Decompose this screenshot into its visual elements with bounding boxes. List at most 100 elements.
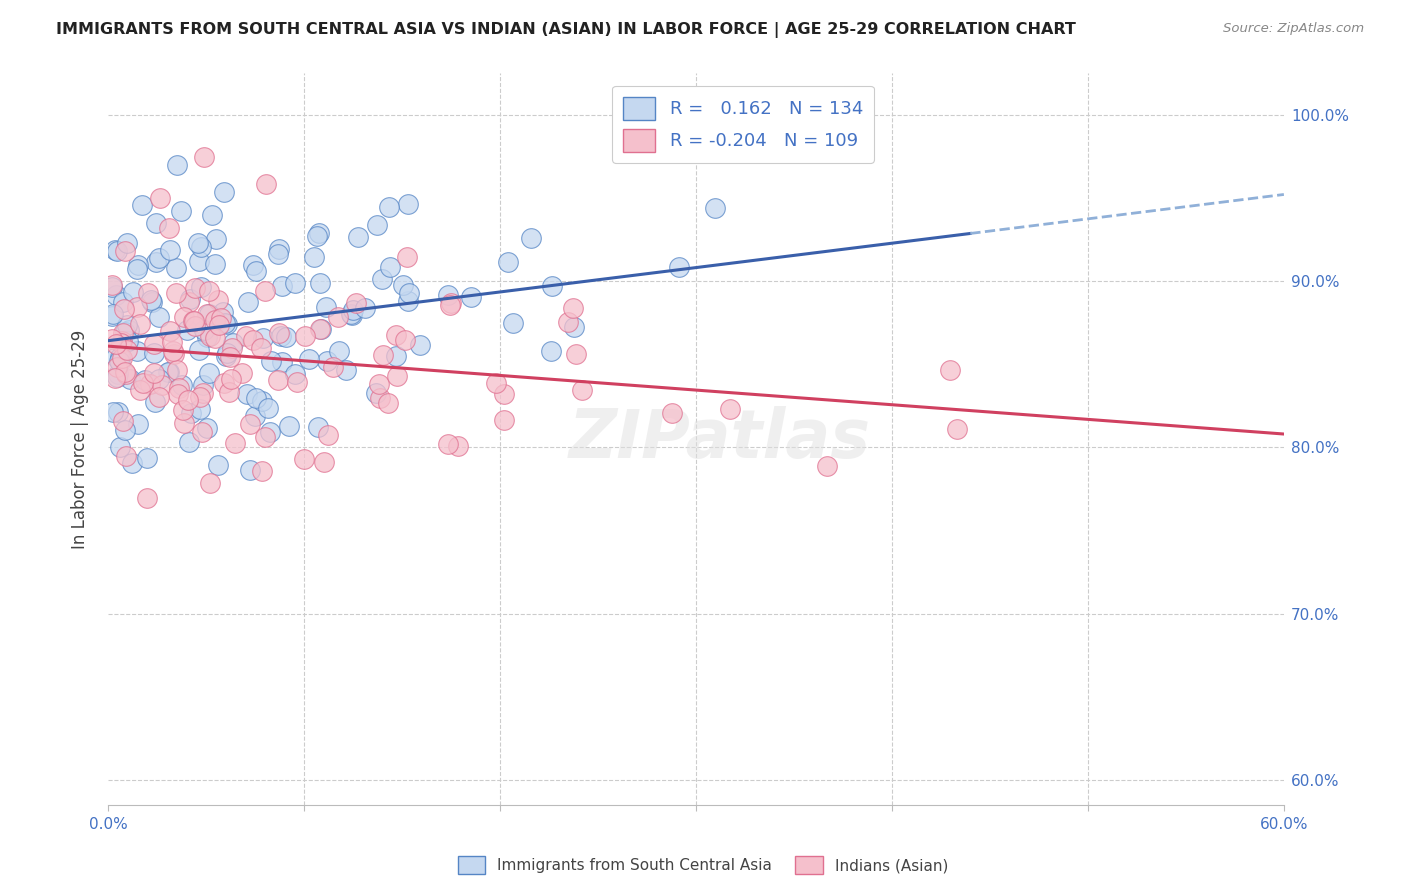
Point xyxy=(207,293,229,308)
Point xyxy=(243,409,266,424)
Point xyxy=(496,254,519,268)
Point xyxy=(180,406,202,420)
Point xyxy=(157,365,180,379)
Point xyxy=(209,318,232,332)
Point xyxy=(302,250,325,264)
Point xyxy=(108,350,131,364)
Point xyxy=(492,413,515,427)
Point xyxy=(136,286,159,301)
Point xyxy=(188,390,211,404)
Point xyxy=(562,301,585,315)
Point xyxy=(110,335,132,350)
Point xyxy=(308,227,330,241)
Point xyxy=(557,315,579,329)
Point xyxy=(322,359,344,374)
Point xyxy=(150,377,173,392)
Point xyxy=(198,366,221,380)
Point xyxy=(183,314,205,328)
Point xyxy=(292,451,315,466)
Point xyxy=(173,416,195,430)
Legend: Immigrants from South Central Asia, Indians (Asian): Immigrants from South Central Asia, Indi… xyxy=(451,850,955,880)
Point xyxy=(190,240,212,254)
Point xyxy=(540,344,562,359)
Point xyxy=(316,353,339,368)
Point xyxy=(239,462,262,476)
Point xyxy=(131,198,153,212)
Point xyxy=(342,303,364,318)
Point xyxy=(118,323,141,337)
Point xyxy=(409,338,432,352)
Point xyxy=(204,257,226,271)
Point xyxy=(145,216,167,230)
Point xyxy=(145,394,167,409)
Point xyxy=(103,405,125,419)
Point xyxy=(111,351,134,365)
Point xyxy=(440,296,463,310)
Point xyxy=(340,308,363,322)
Point xyxy=(344,295,367,310)
Point xyxy=(541,279,564,293)
Point xyxy=(200,329,222,343)
Point xyxy=(148,372,170,386)
Point xyxy=(104,371,127,385)
Text: IMMIGRANTS FROM SOUTH CENTRAL ASIA VS INDIAN (ASIAN) IN LABOR FORCE | AGE 25-29 : IMMIGRANTS FROM SOUTH CENTRAL ASIA VS IN… xyxy=(56,22,1076,38)
Point xyxy=(236,387,259,401)
Point xyxy=(267,373,290,387)
Point xyxy=(661,406,683,420)
Point xyxy=(139,377,162,392)
Point xyxy=(309,276,332,290)
Y-axis label: In Labor Force | Age 25-29: In Labor Force | Age 25-29 xyxy=(72,329,89,549)
Point xyxy=(191,386,214,401)
Point xyxy=(121,285,143,299)
Point xyxy=(190,280,212,294)
Point xyxy=(156,365,179,379)
Point xyxy=(112,294,135,309)
Point xyxy=(172,378,194,392)
Point xyxy=(368,391,391,405)
Point xyxy=(297,352,319,367)
Point xyxy=(252,331,274,345)
Point xyxy=(224,435,246,450)
Point xyxy=(520,231,543,245)
Point xyxy=(260,354,283,368)
Point xyxy=(254,284,277,298)
Point xyxy=(259,425,281,439)
Point xyxy=(395,251,418,265)
Point xyxy=(385,328,408,343)
Point xyxy=(165,285,187,300)
Point xyxy=(114,449,136,463)
Point xyxy=(378,200,401,214)
Point xyxy=(176,392,198,407)
Point xyxy=(136,491,159,506)
Point xyxy=(201,208,224,222)
Point xyxy=(217,317,239,331)
Point xyxy=(250,341,273,355)
Point xyxy=(318,428,340,442)
Point xyxy=(703,201,725,215)
Point xyxy=(378,260,401,274)
Point xyxy=(166,158,188,172)
Point xyxy=(284,368,307,382)
Point xyxy=(148,251,170,265)
Point xyxy=(148,310,170,325)
Point xyxy=(149,191,172,205)
Point xyxy=(250,464,273,478)
Point xyxy=(195,307,218,321)
Point xyxy=(366,385,388,400)
Point xyxy=(157,220,180,235)
Point xyxy=(167,387,190,401)
Point xyxy=(165,260,187,275)
Point xyxy=(371,348,394,362)
Point xyxy=(145,255,167,269)
Point xyxy=(253,430,276,444)
Point xyxy=(114,325,136,339)
Point xyxy=(245,391,267,405)
Point xyxy=(134,373,156,387)
Point xyxy=(385,349,408,363)
Point xyxy=(205,231,228,245)
Point xyxy=(108,440,131,454)
Point xyxy=(101,309,124,323)
Point xyxy=(238,295,260,310)
Point xyxy=(305,228,328,243)
Point xyxy=(105,370,128,384)
